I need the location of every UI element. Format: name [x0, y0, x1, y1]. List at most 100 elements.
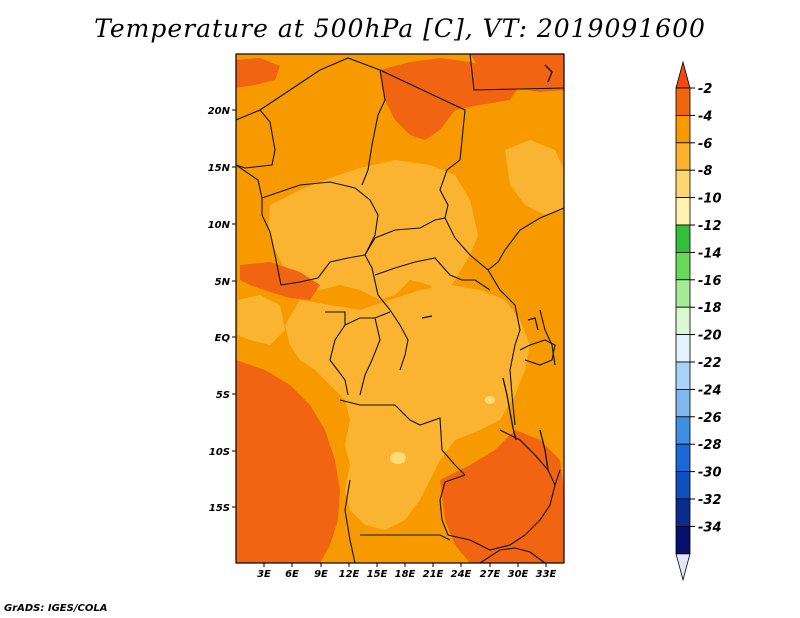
- border-6: [261, 181, 379, 256]
- lon-label-27e: 27E: [480, 569, 501, 580]
- country-borders: [236, 54, 564, 563]
- border-8: [364, 217, 516, 306]
- colorbar-label: -4: [698, 109, 712, 124]
- colorbar-swatch: [675, 224, 691, 253]
- colorbar-label: -16: [698, 274, 722, 289]
- lake-victoria: [527, 317, 539, 331]
- border-10: [374, 257, 491, 291]
- colorbar-label: -6: [698, 137, 712, 152]
- longitude-ticks: [263, 563, 547, 567]
- border-9: [487, 207, 564, 271]
- field-darkorange-southeast: [440, 430, 564, 563]
- lat-label-5n: 5N: [215, 277, 231, 288]
- border-3: [379, 69, 466, 219]
- field-darkorange-northeast: [470, 54, 564, 92]
- colorbar-label: -2: [698, 82, 712, 97]
- lon-label-6e: 6E: [285, 569, 299, 580]
- border-5: [236, 164, 282, 286]
- colorbar-label: -24: [698, 383, 722, 398]
- longitude-labels: 3E 6E 9E 12E 15E 18E 21E 24E 27E 30E 33E: [257, 569, 556, 580]
- lake-malawi: [539, 429, 549, 471]
- border-17: [344, 479, 356, 563]
- lon-label-18e: 18E: [395, 569, 416, 580]
- colorbar-swatch: [675, 388, 691, 418]
- temperature-field: [236, 54, 564, 563]
- lon-label-12e: 12E: [339, 569, 360, 580]
- colorbar-swatch: [675, 306, 691, 336]
- colorbar: -2 -4 -6 -8 -10 -12 -14 -16 -18 -20 -22 -24 -26 -28 -3…: [675, 60, 722, 582]
- border-2: [259, 57, 386, 186]
- colorbar-swatch: [675, 416, 691, 445]
- border-19: [524, 469, 561, 536]
- coast-feature: [544, 64, 553, 83]
- border-24: [389, 309, 409, 371]
- field-yellow-spot-2: [485, 396, 495, 404]
- border-20: [499, 429, 556, 486]
- lat-label-20n: 20N: [208, 106, 231, 117]
- latitude-labels: 20N 15N 10N 5N EQ 5S 10S 15S: [208, 106, 231, 514]
- colorbar-label: -28: [698, 438, 722, 453]
- field-lightorange-center: [285, 285, 530, 530]
- colorbar-label: -12: [698, 219, 722, 234]
- credit-label: GrADS: IGES/COLA: [4, 603, 108, 614]
- lon-label-15e: 15E: [367, 569, 388, 580]
- lon-label-9e: 9E: [314, 569, 328, 580]
- colorbar-label: -10: [698, 192, 722, 207]
- colorbar-swatch: [675, 279, 691, 308]
- colorbar-swatch: [675, 142, 691, 171]
- field-darkorange-north: [380, 58, 520, 140]
- colorbar-swatch: [675, 197, 691, 226]
- colorbar-swatch: [675, 115, 691, 144]
- field-lightorange-west: [238, 295, 285, 345]
- border-12: [359, 317, 381, 396]
- border-18: [360, 534, 451, 541]
- lat-label-15s: 15S: [209, 503, 230, 514]
- border-7: [280, 254, 391, 311]
- latitude-ticks: [232, 109, 236, 508]
- colorbar-label: -26: [698, 411, 722, 426]
- lat-label-15n: 15N: [208, 163, 231, 174]
- border-11: [325, 311, 391, 326]
- map-frame: [235, 53, 565, 564]
- border-23: [329, 324, 349, 396]
- colorbar-swatch: [675, 471, 691, 500]
- border-13: [509, 304, 521, 426]
- colorbar-swatch: [675, 443, 691, 473]
- border-15: [339, 399, 466, 476]
- field-lightorange-north: [268, 160, 478, 300]
- colorbar-swatch: [675, 87, 691, 116]
- colorbar-arrow-top: [675, 60, 691, 89]
- colorbar-swatch: [675, 334, 691, 363]
- field-darkorange-northwest: [236, 58, 280, 88]
- lon-label-30e: 30E: [508, 569, 529, 580]
- lon-label-24e: 24E: [451, 569, 472, 580]
- colorbar-swatch: [675, 169, 691, 198]
- colorbar-label: -30: [698, 466, 722, 481]
- lat-label-eq: EQ: [215, 333, 231, 344]
- lon-label-33e: 33E: [536, 569, 557, 580]
- colorbar-arrow-bottom: [675, 553, 691, 582]
- colorbar-label: -8: [698, 164, 712, 179]
- colorbar-swatch: [675, 361, 691, 390]
- colorbar-label: -32: [698, 493, 722, 508]
- lon-label-3e: 3E: [257, 569, 271, 580]
- field-lightorange-east: [505, 140, 564, 215]
- lat-label-10s: 10S: [209, 447, 230, 458]
- field-yellow-spot: [390, 452, 406, 464]
- field-darkorange-southwest: [236, 360, 340, 563]
- border-22: [479, 547, 546, 563]
- lakes: [421, 64, 553, 471]
- river-segment: [421, 315, 433, 319]
- lat-label-10n: 10N: [208, 220, 231, 231]
- border-21: [519, 339, 556, 366]
- colorbar-swatch: [675, 526, 691, 555]
- border-16: [439, 474, 526, 551]
- chart-title: Temperature at 500hPa [C], VT: 201909160…: [94, 14, 706, 43]
- colorbar-label: -18: [698, 301, 722, 316]
- lat-label-5s: 5S: [216, 390, 230, 401]
- border-4: [469, 54, 564, 91]
- colorbar-label: -34: [698, 520, 722, 535]
- colorbar-swatch: [675, 251, 691, 281]
- lake-tanganyika: [502, 377, 517, 441]
